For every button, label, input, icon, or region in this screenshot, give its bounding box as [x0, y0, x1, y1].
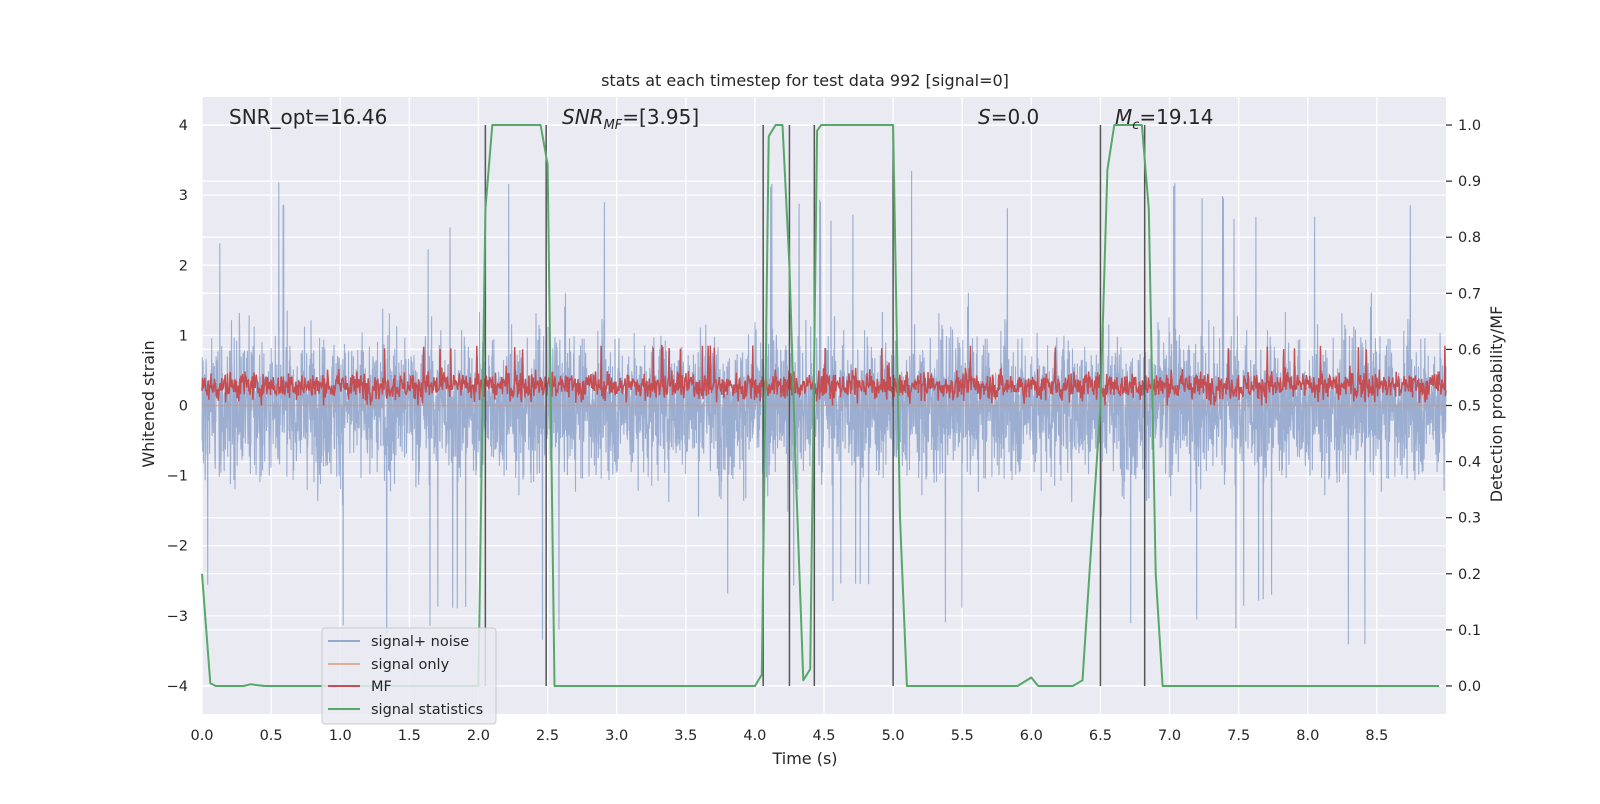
- right-y-axis-label: Detection probability/MF: [1487, 306, 1506, 503]
- right-y-tick-label: 0.5: [1458, 399, 1481, 415]
- left-y-tick-label: −4: [167, 679, 188, 695]
- left-y-tick-label: 0: [179, 399, 188, 415]
- right-y-tick-label: 0.1: [1458, 623, 1481, 639]
- signal-noise-series: [201, 170, 1447, 645]
- x-axis-label: Time (s): [771, 749, 837, 768]
- left-y-tick-label: −2: [167, 539, 188, 555]
- right-y-tick-label: 0.8: [1458, 230, 1481, 246]
- right-y-axis-ticks: 0.0 0.1 0.2 0.3 0.4 0.5 0.6 0.7 0.8 0.9 1.0: [1446, 118, 1481, 695]
- annotation-mc: Mc=19.14: [1115, 105, 1213, 133]
- x-tick-label: 3.5: [674, 728, 697, 744]
- annotation-snr-mf: SNRMF=[3.95]: [562, 105, 699, 133]
- right-y-tick-label: 0.2: [1458, 567, 1481, 583]
- x-tick-label: 0.0: [190, 728, 213, 744]
- legend-label-signal-statistics: signal statistics: [371, 702, 483, 718]
- left-y-tick-label: 1: [179, 328, 188, 344]
- x-tick-label: 6.5: [1089, 728, 1112, 744]
- left-y-tick-label: 3: [179, 188, 188, 204]
- annotation-mc-sub: c: [1132, 118, 1139, 133]
- x-tick-label: 3.0: [605, 728, 628, 744]
- left-y-tick-label: 4: [179, 118, 188, 134]
- mf-series: [201, 344, 1447, 406]
- right-y-tick-label: 0.9: [1458, 174, 1481, 190]
- legend-label-signal-noise: signal+ noise: [371, 634, 469, 650]
- annotation-snr-opt: SNR_opt=16.46: [229, 105, 387, 129]
- annotation-s-value: =0.0: [991, 105, 1040, 129]
- x-tick-label: 2.0: [467, 728, 490, 744]
- legend-label-signal-only: signal only: [371, 657, 450, 673]
- right-y-tick-label: 0.3: [1458, 511, 1481, 527]
- right-y-tick-label: 0.4: [1458, 455, 1481, 471]
- right-y-tick-label: 0.7: [1458, 286, 1481, 302]
- x-tick-label: 1.5: [398, 728, 421, 744]
- legend-box: [321, 627, 497, 725]
- left-y-axis-label: Whitened strain: [139, 340, 158, 467]
- signal-noise-line: [201, 170, 1447, 645]
- annotation-snr-mf-sub: MF: [604, 118, 623, 133]
- annotation-snr-mf-symbol: SNR: [562, 105, 604, 129]
- legend-label-mf: MF: [371, 679, 392, 695]
- x-tick-label: 8.5: [1365, 728, 1388, 744]
- x-tick-label: 1.0: [329, 728, 352, 744]
- annotation-s: S=0.0: [978, 105, 1039, 129]
- right-y-tick-label: 0.6: [1458, 342, 1481, 358]
- x-tick-label: 7.5: [1227, 728, 1250, 744]
- left-y-tick-label: 2: [179, 258, 188, 274]
- left-y-axis-ticks: −4 −3 −2 −1 0 1 2 3 4: [167, 118, 188, 695]
- x-tick-label: 8.0: [1296, 728, 1319, 744]
- left-y-tick-label: −3: [167, 609, 188, 625]
- right-y-tick-label: 1.0: [1458, 118, 1481, 134]
- x-tick-label: 7.0: [1158, 728, 1181, 744]
- x-tick-label: 6.0: [1020, 728, 1043, 744]
- x-tick-label: 5.5: [951, 728, 974, 744]
- mf-line: [201, 344, 1447, 406]
- legend: signal+ noise signal only MF signal stat…: [321, 627, 497, 725]
- x-tick-label: 5.0: [882, 728, 905, 744]
- x-tick-label: 0.5: [260, 728, 283, 744]
- annotation-snr-mf-value: =[3.95]: [622, 105, 699, 129]
- x-tick-label: 4.0: [743, 728, 766, 744]
- x-tick-label: 4.5: [812, 728, 835, 744]
- right-y-tick-label: 0.0: [1458, 679, 1481, 695]
- left-y-tick-label: −1: [167, 469, 188, 485]
- x-tick-label: 2.5: [536, 728, 559, 744]
- annotation-mc-value: =19.14: [1139, 105, 1213, 129]
- annotation-s-symbol: S: [978, 105, 991, 129]
- chart-title: stats at each timestep for test data 992…: [601, 71, 1009, 90]
- annotation-mc-symbol: M: [1115, 105, 1132, 129]
- x-axis-ticks: 0.0 0.5 1.0 1.5 2.0 2.5 3.0 3.5 4.0 4.5 5.0 5.5 6.0 6…: [190, 728, 1388, 744]
